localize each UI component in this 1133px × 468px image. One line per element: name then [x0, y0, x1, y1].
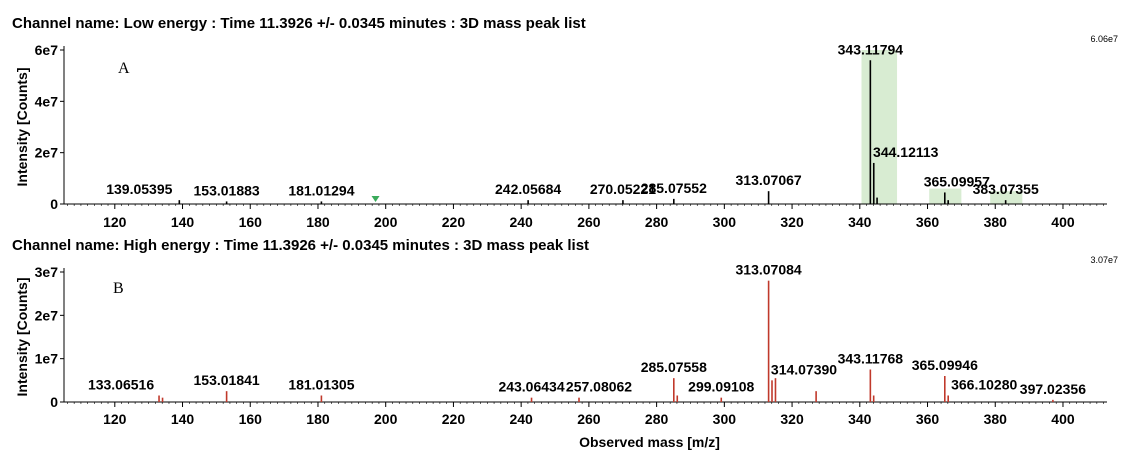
peak-label-a-10: 383.07355	[973, 181, 1039, 197]
x-tick-label-b: 300	[713, 411, 737, 427]
x-tick-label-b: 120	[103, 411, 127, 427]
x-tick-label-a: 320	[780, 214, 804, 230]
x-tick-label-a: 160	[239, 214, 263, 230]
x-tick-label-a: 220	[442, 214, 466, 230]
y-tick-label-b: 1e7	[35, 351, 59, 367]
x-tick-label-a: 240	[509, 214, 533, 230]
x-axis-label-b: Observed mass [m/z]	[579, 434, 720, 450]
chart-title-b: Channel name: High energy : Time 11.3926…	[12, 237, 589, 254]
chart-title-a: Channel name: Low energy : Time 11.3926 …	[12, 15, 586, 32]
peak-label-a-2: 181.01294	[288, 182, 354, 198]
x-tick-label-a: 260	[577, 214, 601, 230]
x-tick-label-a: 300	[713, 214, 737, 230]
y-axis-label-a: Intensity [Counts]	[14, 68, 30, 187]
max-intensity-label-b: 3.07e7	[1090, 255, 1118, 265]
peak-label-b-4: 257.08062	[566, 379, 632, 395]
peak-label-a-6: 313.07067	[736, 172, 802, 188]
y-axis-label-b: Intensity [Counts]	[14, 278, 30, 397]
x-tick-label-a: 380	[984, 214, 1008, 230]
peak-label-b-10: 365.09946	[912, 357, 978, 373]
highlight-region-a-2	[990, 191, 1023, 204]
x-tick-label-b: 340	[848, 411, 872, 427]
x-tick-label-b: 160	[239, 411, 263, 427]
x-tick-label-a: 140	[171, 214, 195, 230]
x-tick-label-b: 220	[442, 411, 466, 427]
x-tick-label-b: 400	[1051, 411, 1075, 427]
peak-label-a-1: 153.01883	[194, 182, 260, 198]
y-tick-label-a: 6e7	[35, 42, 59, 58]
peak-label-a-4: 270.05221	[590, 181, 656, 197]
peak-label-b-9: 343.11768	[838, 351, 904, 367]
x-tick-label-b: 360	[916, 411, 940, 427]
x-tick-label-b: 200	[374, 411, 398, 427]
panel-letter-a: A	[118, 60, 130, 77]
peak-label-a-3: 242.05684	[495, 181, 561, 197]
peak-label-b-0: 133.06516	[88, 377, 154, 393]
peak-label-b-8: 314.07390	[771, 361, 837, 377]
y-tick-label-a: 2e7	[35, 145, 59, 161]
y-tick-label-b: 0	[50, 394, 58, 410]
peak-label-a-8: 344.12113	[873, 144, 939, 160]
x-tick-label-a: 340	[848, 214, 872, 230]
x-tick-label-a: 400	[1051, 214, 1075, 230]
y-tick-label-a: 4e7	[35, 93, 59, 109]
y-tick-label-a: 0	[50, 196, 58, 212]
x-tick-label-b: 180	[306, 411, 330, 427]
marker-triangle-a	[371, 196, 380, 202]
peak-label-b-12: 397.02356	[1020, 381, 1086, 397]
peak-label-b-2: 181.01305	[288, 377, 354, 393]
peak-label-b-7: 313.07084	[736, 262, 802, 278]
x-tick-label-a: 360	[916, 214, 940, 230]
max-intensity-label-a: 6.06e7	[1090, 34, 1118, 44]
x-tick-label-b: 140	[171, 411, 195, 427]
peak-label-a-7: 343.11794	[838, 41, 904, 57]
peak-label-b-6: 299.09108	[688, 379, 754, 395]
panel-letter-b: B	[113, 280, 124, 297]
highlight-region-a-0	[861, 50, 898, 204]
x-tick-label-b: 320	[780, 411, 804, 427]
x-tick-label-b: 240	[509, 411, 533, 427]
x-tick-label-a: 200	[374, 214, 398, 230]
x-tick-label-a: 120	[103, 214, 127, 230]
peak-label-a-5: 285.07552	[641, 180, 707, 196]
x-tick-label-a: 180	[306, 214, 330, 230]
x-tick-label-b: 260	[577, 411, 601, 427]
y-tick-label-b: 3e7	[35, 264, 59, 280]
peak-label-b-5: 285.07558	[641, 359, 707, 375]
peak-label-b-3: 243.06434	[498, 379, 564, 395]
peak-label-b-11: 366.10280	[951, 377, 1017, 393]
peak-label-a-0: 139.05395	[106, 181, 172, 197]
x-tick-label-a: 280	[645, 214, 669, 230]
x-tick-label-b: 380	[984, 411, 1008, 427]
x-tick-label-b: 280	[645, 411, 669, 427]
peak-label-b-1: 153.01841	[194, 372, 260, 388]
y-tick-label-b: 2e7	[35, 307, 59, 323]
peak-label-a-9: 365.09957	[924, 173, 990, 189]
